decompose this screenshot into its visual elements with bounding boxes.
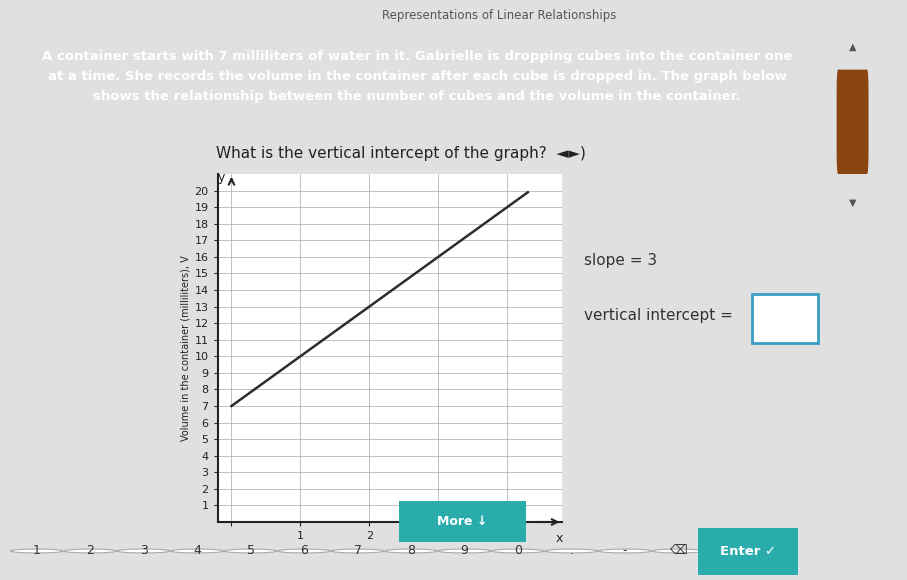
Text: A container starts with 7 milliliters of water in it. Gabrielle is dropping cube: A container starts with 7 milliliters of… bbox=[42, 50, 793, 103]
Text: 7: 7 bbox=[354, 545, 362, 557]
Text: 4: 4 bbox=[193, 545, 201, 557]
Text: Representations of Linear Relationships: Representations of Linear Relationships bbox=[382, 9, 616, 22]
Circle shape bbox=[171, 549, 223, 553]
Text: 1: 1 bbox=[33, 545, 41, 557]
Text: What is the vertical intercept of the graph?  ◄►): What is the vertical intercept of the gr… bbox=[216, 146, 586, 161]
Circle shape bbox=[492, 549, 544, 553]
FancyBboxPatch shape bbox=[752, 294, 818, 343]
Y-axis label: Volume in the container (milliliters), V: Volume in the container (milliliters), V bbox=[180, 255, 190, 441]
Circle shape bbox=[117, 549, 170, 553]
Circle shape bbox=[278, 549, 330, 553]
Text: More ↓: More ↓ bbox=[437, 515, 488, 528]
Circle shape bbox=[331, 549, 384, 553]
Circle shape bbox=[599, 549, 651, 553]
Circle shape bbox=[652, 549, 705, 553]
Text: Enter ✓: Enter ✓ bbox=[720, 545, 776, 558]
Text: ▲: ▲ bbox=[849, 41, 856, 52]
Text: 6: 6 bbox=[300, 545, 308, 557]
Text: -: - bbox=[623, 545, 628, 557]
Text: ⌫: ⌫ bbox=[669, 545, 688, 557]
FancyBboxPatch shape bbox=[392, 500, 533, 543]
Text: .: . bbox=[570, 545, 573, 557]
Text: ▼: ▼ bbox=[849, 198, 856, 208]
Text: 8: 8 bbox=[407, 545, 415, 557]
Text: x: x bbox=[555, 532, 562, 545]
Text: slope = 3: slope = 3 bbox=[584, 252, 658, 267]
Text: 0: 0 bbox=[514, 545, 522, 557]
Circle shape bbox=[63, 549, 116, 553]
Circle shape bbox=[385, 549, 437, 553]
Circle shape bbox=[545, 549, 598, 553]
Circle shape bbox=[10, 549, 63, 553]
FancyBboxPatch shape bbox=[692, 527, 805, 577]
Text: vertical intercept =: vertical intercept = bbox=[584, 308, 733, 323]
Text: y: y bbox=[218, 171, 225, 184]
Circle shape bbox=[224, 549, 277, 553]
Text: 3: 3 bbox=[140, 545, 148, 557]
Text: 5: 5 bbox=[247, 545, 255, 557]
Text: 2: 2 bbox=[86, 545, 94, 557]
FancyBboxPatch shape bbox=[836, 70, 869, 174]
Circle shape bbox=[438, 549, 491, 553]
Text: 9: 9 bbox=[461, 545, 469, 557]
